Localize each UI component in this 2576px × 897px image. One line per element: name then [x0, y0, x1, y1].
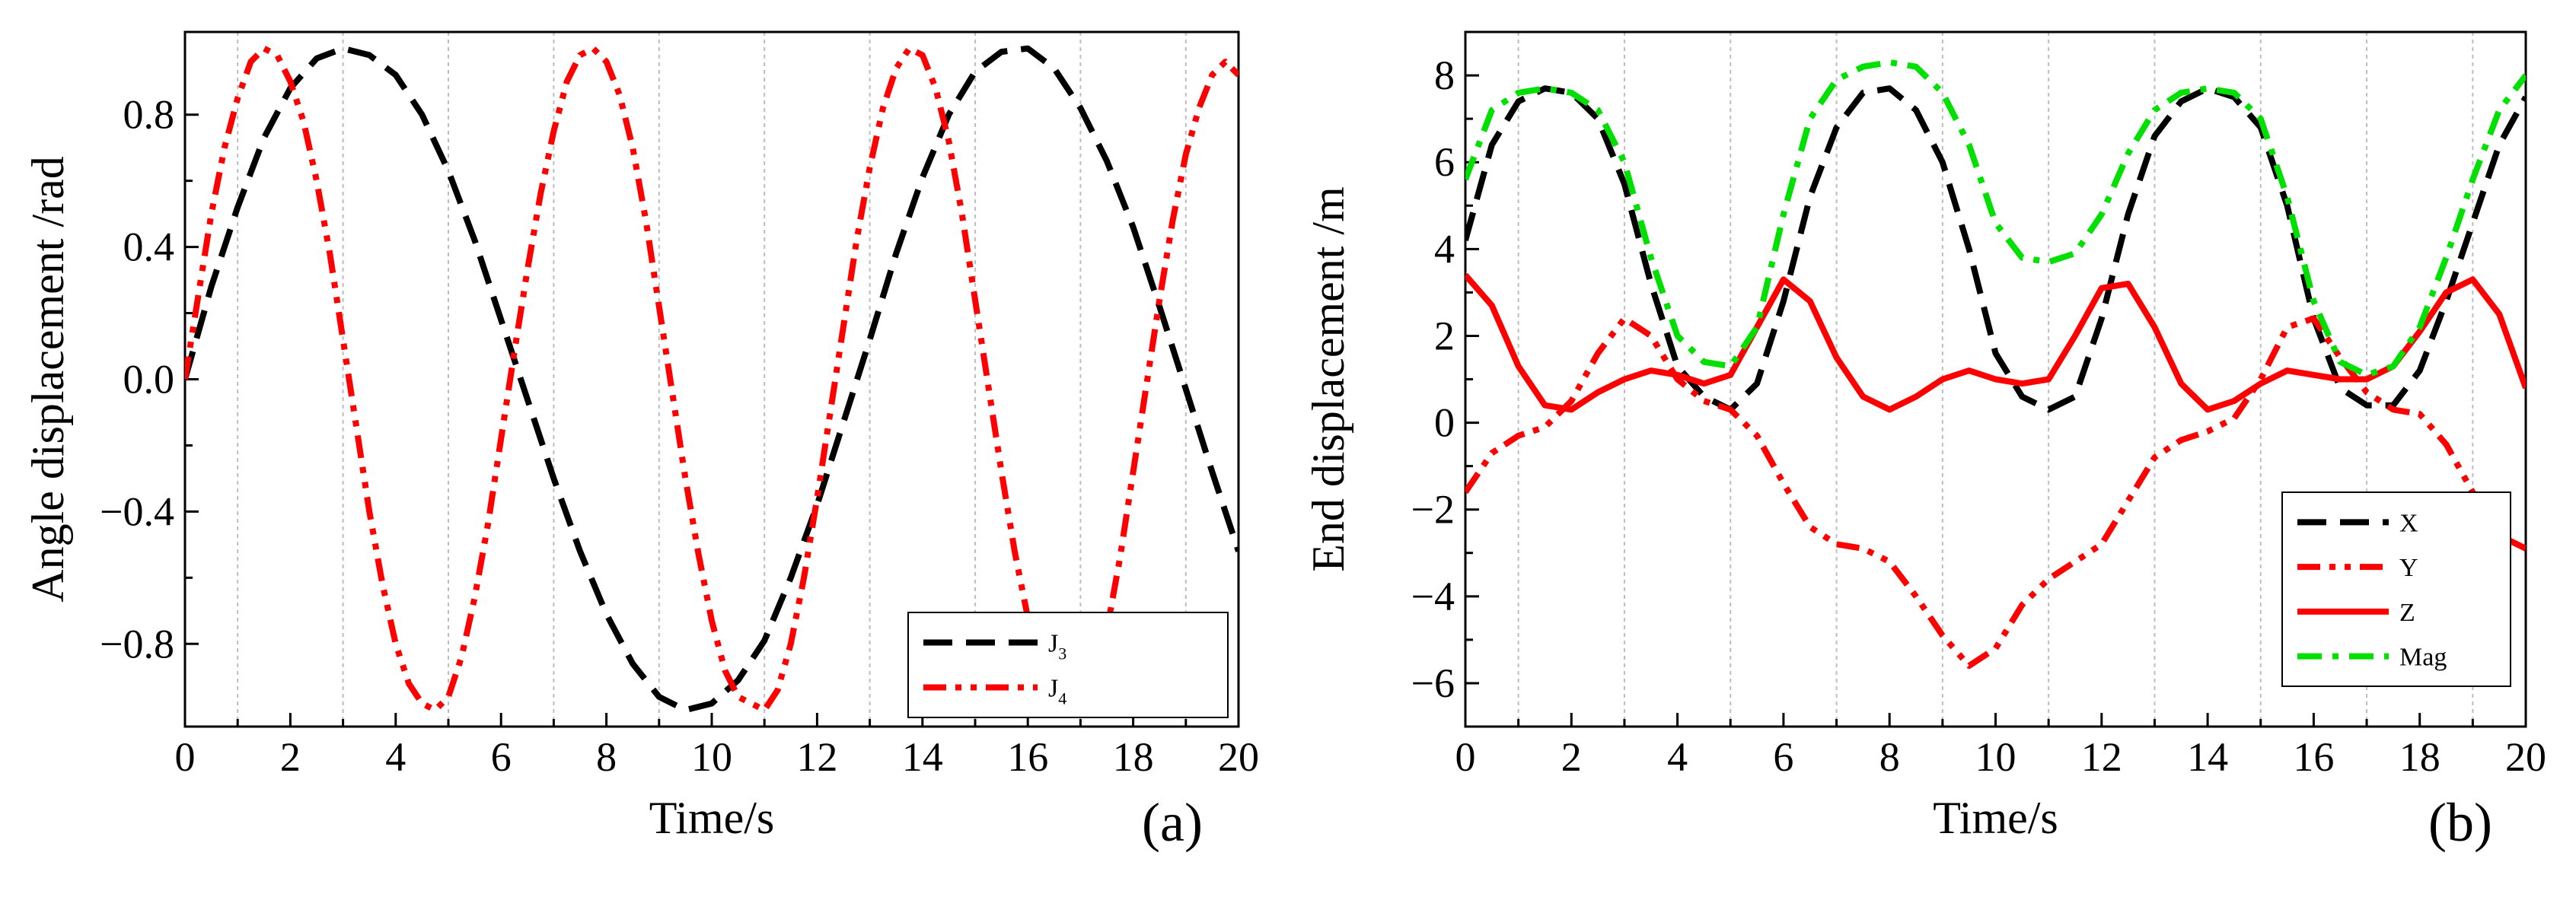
legend: XYZ Mag: [2281, 491, 2511, 687]
y-tick-label: 0.0: [123, 357, 175, 402]
y-tick-label: 4: [1434, 226, 1455, 272]
x-tick-label: 20: [2505, 734, 2546, 780]
y-tick-label: −2: [1411, 487, 1455, 533]
x-tick-label: 16: [2293, 734, 2334, 780]
y-axis-title: Angle displacement /rad: [23, 156, 73, 602]
y-tick-label: 0.8: [123, 92, 175, 138]
legend-box: [907, 612, 1229, 718]
x-tick-label: 18: [1113, 734, 1154, 780]
x-tick-label: 4: [1667, 734, 1688, 780]
legend-label-subscript: 4: [1058, 689, 1066, 708]
x-tick-label: 0: [1455, 734, 1476, 780]
y-tick-label: 6: [1434, 139, 1455, 185]
chart-panel-b: 0 2 4 6 8 10 12 14 16 18 20 −6 −4 −2 0 2 4 6 8 Time/s End di…: [1303, 30, 2546, 853]
x-axis-title: Time/s: [1933, 793, 2058, 843]
legend-label: J3: [1048, 630, 1066, 663]
x-tick-label: 8: [596, 734, 617, 780]
y-tick-label: 2: [1434, 313, 1455, 358]
legend-label: J4: [1048, 675, 1066, 708]
y-tick-label: −6: [1411, 660, 1455, 706]
legend-label: Z: [2399, 599, 2415, 627]
legend-label-name: Y: [2399, 554, 2418, 582]
x-tick-label: 18: [2399, 734, 2441, 780]
y-axis-title: End displacement /m: [1303, 186, 1353, 572]
x-tick-label: 2: [1561, 734, 1582, 780]
legend-label-name: X: [2399, 509, 2418, 537]
legend-label: Y: [2399, 554, 2418, 582]
series-line-z: [1465, 272, 2526, 413]
x-tick-label: 20: [1218, 734, 1259, 780]
x-tick-label: 6: [1773, 734, 1793, 780]
x-tick-label: 14: [2187, 734, 2228, 780]
x-tick-label: 6: [491, 734, 512, 780]
y-tick-label: 0.4: [123, 224, 175, 270]
panel-label: (a): [1142, 792, 1203, 853]
x-tick-label: 12: [2081, 734, 2122, 780]
legend-label-name: J: [1048, 675, 1058, 703]
y-tick-label: −4: [1411, 574, 1455, 619]
y-tick-label: 8: [1434, 52, 1455, 98]
series-line-mag: [1465, 59, 2526, 378]
y-tick-label: 0: [1434, 400, 1455, 446]
x-tick-label: 4: [385, 734, 406, 780]
series-line-j3: [185, 45, 1239, 714]
series-line-x: [1465, 85, 2526, 413]
legend-label-name: Z: [2399, 599, 2415, 627]
legend-label: X: [2399, 509, 2418, 537]
x-tick-label: 14: [902, 734, 943, 780]
legend-label-name: Mag: [2399, 644, 2447, 672]
legend-label-subscript: 3: [1058, 644, 1066, 663]
y-tick-label: −0.8: [100, 621, 174, 666]
legend-label-name: J: [1048, 630, 1058, 658]
x-tick-label: 16: [1007, 734, 1048, 780]
legend-label: Mag: [2399, 644, 2447, 672]
panel-label: (b): [2428, 792, 2492, 853]
y-tick-label: −0.4: [100, 488, 174, 534]
x-tick-label: 10: [1975, 734, 2016, 780]
x-axis-title: Time/s: [649, 793, 775, 843]
x-tick-label: 10: [691, 734, 732, 780]
x-tick-label: 0: [175, 734, 196, 780]
chart-panel-a: 0 2 4 6 8 10 12 14 16 18 20 −0.8 −0.4 0.0 0.4 0.8 Time/s…: [23, 30, 1259, 853]
x-tick-label: 2: [280, 734, 301, 780]
x-tick-label: 8: [1879, 734, 1900, 780]
x-tick-label: 12: [796, 734, 837, 780]
